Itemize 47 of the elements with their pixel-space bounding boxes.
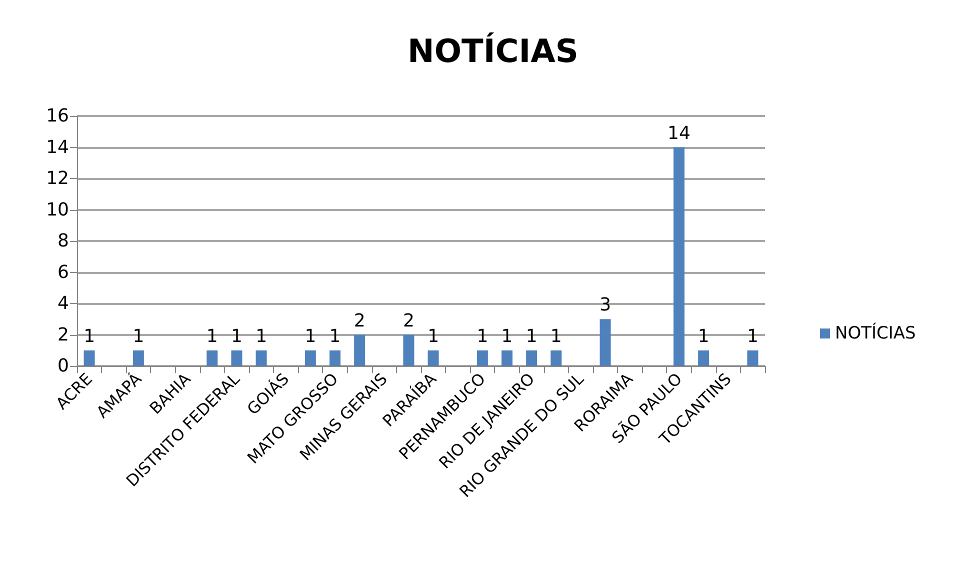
y-tick-label: 14 [46, 136, 69, 158]
data-label: 1 [526, 326, 538, 347]
data-label: 1 [476, 326, 488, 347]
bar [674, 147, 684, 366]
data-label: 1 [550, 326, 562, 347]
data-label: 1 [746, 326, 758, 347]
chart-title: NOTÍCIAS [408, 32, 578, 70]
bar [526, 350, 538, 366]
y-tick-label: 4 [58, 293, 69, 314]
data-label: 14 [668, 122, 690, 144]
bar [502, 350, 512, 366]
bar [354, 334, 366, 366]
y-tick-label: 2 [58, 324, 69, 346]
bar [84, 350, 95, 366]
data-label: 1 [256, 326, 268, 347]
data-label: 3 [600, 294, 612, 316]
bar [206, 350, 218, 366]
data-label: 1 [501, 326, 513, 347]
y-tick-label: 0 [58, 356, 69, 376]
data-label: 1 [84, 326, 96, 347]
bar [256, 350, 267, 366]
data-label: 1 [304, 326, 316, 347]
bar [698, 350, 710, 366]
y-tick-label: 16 [46, 106, 69, 126]
y-tick-label: 12 [46, 168, 69, 189]
data-label: 1 [428, 326, 440, 347]
legend-label: NOTÍCIAS [835, 322, 916, 344]
y-tick-label: 6 [58, 262, 69, 283]
data-label: 1 [206, 326, 218, 347]
data-label: 2 [402, 310, 414, 332]
bar [550, 350, 562, 366]
data-label: 1 [698, 326, 710, 347]
bar [132, 350, 144, 366]
data-label: 1 [329, 326, 341, 347]
data-label: 1 [230, 326, 242, 347]
bar [231, 350, 242, 366]
data-label: 1 [132, 326, 144, 347]
bar [747, 350, 758, 366]
bar [600, 319, 611, 366]
y-tick-label: 10 [46, 199, 69, 220]
y-tick-label: 8 [58, 230, 69, 252]
bar [304, 350, 316, 366]
data-label: 2 [354, 310, 366, 332]
bar [403, 334, 414, 366]
bar [428, 350, 439, 366]
bar [476, 350, 488, 366]
bar [330, 350, 340, 366]
